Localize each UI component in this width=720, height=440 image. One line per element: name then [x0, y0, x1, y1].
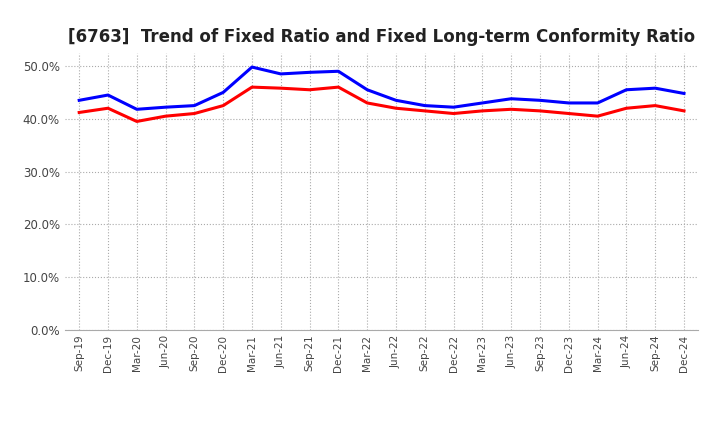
Fixed Long-term Conformity Ratio	[248, 84, 256, 90]
Fixed Ratio	[536, 98, 544, 103]
Fixed Long-term Conformity Ratio	[190, 111, 199, 116]
Fixed Ratio	[363, 87, 372, 92]
Fixed Long-term Conformity Ratio	[507, 106, 516, 112]
Fixed Ratio	[219, 90, 228, 95]
Fixed Long-term Conformity Ratio	[104, 106, 112, 111]
Fixed Ratio	[132, 106, 141, 112]
Fixed Ratio	[478, 100, 487, 106]
Fixed Ratio	[651, 85, 660, 91]
Fixed Ratio	[449, 105, 458, 110]
Fixed Long-term Conformity Ratio	[219, 103, 228, 108]
Fixed Long-term Conformity Ratio	[161, 114, 170, 119]
Fixed Long-term Conformity Ratio	[334, 84, 343, 90]
Fixed Long-term Conformity Ratio	[680, 108, 688, 114]
Fixed Ratio	[75, 98, 84, 103]
Fixed Long-term Conformity Ratio	[392, 106, 400, 111]
Fixed Ratio	[161, 105, 170, 110]
Line: Fixed Long-term Conformity Ratio: Fixed Long-term Conformity Ratio	[79, 87, 684, 121]
Fixed Long-term Conformity Ratio	[449, 111, 458, 116]
Fixed Long-term Conformity Ratio	[593, 114, 602, 119]
Fixed Long-term Conformity Ratio	[276, 85, 285, 91]
Fixed Long-term Conformity Ratio	[536, 108, 544, 114]
Fixed Long-term Conformity Ratio	[564, 111, 573, 116]
Fixed Long-term Conformity Ratio	[478, 108, 487, 114]
Fixed Ratio	[334, 69, 343, 74]
Fixed Long-term Conformity Ratio	[305, 87, 314, 92]
Fixed Ratio	[392, 98, 400, 103]
Fixed Long-term Conformity Ratio	[651, 103, 660, 108]
Fixed Ratio	[507, 96, 516, 101]
Line: Fixed Ratio: Fixed Ratio	[79, 67, 684, 109]
Fixed Ratio	[680, 91, 688, 96]
Fixed Long-term Conformity Ratio	[420, 108, 429, 114]
Fixed Long-term Conformity Ratio	[75, 110, 84, 115]
Fixed Long-term Conformity Ratio	[363, 100, 372, 106]
Fixed Ratio	[420, 103, 429, 108]
Fixed Ratio	[305, 70, 314, 75]
Fixed Ratio	[564, 100, 573, 106]
Fixed Long-term Conformity Ratio	[132, 119, 141, 124]
Fixed Ratio	[276, 71, 285, 77]
Fixed Long-term Conformity Ratio	[622, 106, 631, 111]
Fixed Ratio	[593, 100, 602, 106]
Title: [6763]  Trend of Fixed Ratio and Fixed Long-term Conformity Ratio: [6763] Trend of Fixed Ratio and Fixed Lo…	[68, 28, 696, 46]
Fixed Ratio	[190, 103, 199, 108]
Fixed Ratio	[248, 64, 256, 70]
Fixed Ratio	[622, 87, 631, 92]
Fixed Ratio	[104, 92, 112, 98]
